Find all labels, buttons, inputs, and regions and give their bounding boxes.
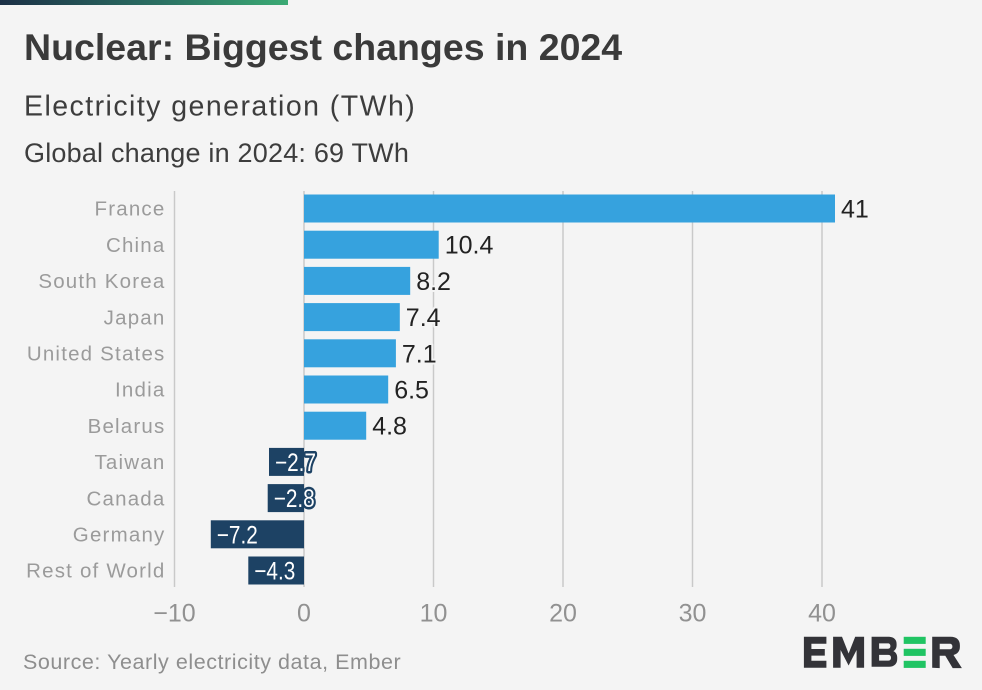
svg-text:Electricity generation (TWh): Electricity generation (TWh) xyxy=(24,91,416,123)
svg-text:Nuclear: Biggest changes in 20: Nuclear: Biggest changes in 2024 xyxy=(24,26,622,68)
svg-text:Canada: Canada xyxy=(86,487,165,510)
svg-text:10.4: 10.4 xyxy=(445,232,494,260)
svg-text:−2.7: −2.7 xyxy=(275,449,316,477)
svg-text:China: China xyxy=(106,234,166,257)
svg-text:Global change in 2024: 69 TWh: Global change in 2024: 69 TWh xyxy=(24,138,409,168)
svg-text:South Korea: South Korea xyxy=(38,270,165,293)
svg-text:India: India xyxy=(115,379,165,402)
svg-text:7.4: 7.4 xyxy=(406,304,441,332)
svg-text:4.8: 4.8 xyxy=(372,413,407,441)
svg-text:−2.8: −2.8 xyxy=(274,485,315,513)
svg-text:20: 20 xyxy=(549,600,577,628)
svg-text:8.2: 8.2 xyxy=(416,268,451,296)
svg-text:Rest of World: Rest of World xyxy=(26,560,165,583)
svg-text:30: 30 xyxy=(679,600,707,628)
svg-text:−7.2: −7.2 xyxy=(217,521,258,549)
svg-text:−10: −10 xyxy=(153,600,195,628)
svg-text:Source: Yearly electricity dat: Source: Yearly electricity data, Ember xyxy=(23,650,401,674)
svg-text:10: 10 xyxy=(420,600,448,628)
svg-text:7.1: 7.1 xyxy=(402,340,437,368)
svg-text:France: France xyxy=(94,198,165,221)
svg-text:40: 40 xyxy=(808,600,836,628)
svg-text:0: 0 xyxy=(297,600,311,628)
svg-text:Germany: Germany xyxy=(73,524,166,547)
svg-text:41: 41 xyxy=(841,196,869,224)
svg-text:Japan: Japan xyxy=(104,306,166,329)
svg-text:Belarus: Belarus xyxy=(88,415,166,438)
svg-text:United States: United States xyxy=(27,343,166,366)
svg-text:6.5: 6.5 xyxy=(394,377,429,405)
svg-text:Taiwan: Taiwan xyxy=(94,451,165,474)
svg-text:−4.3: −4.3 xyxy=(254,558,295,586)
